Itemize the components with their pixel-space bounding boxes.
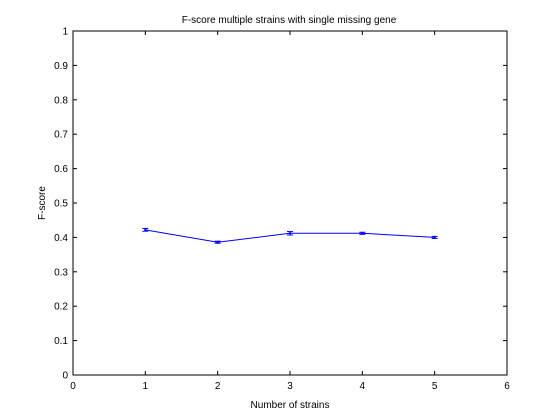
y-tick-label: 0 bbox=[62, 371, 68, 382]
data-point bbox=[144, 228, 147, 232]
x-tick-label: 5 bbox=[432, 381, 438, 392]
error-bar bbox=[214, 240, 221, 244]
y-tick-label: 0.1 bbox=[54, 336, 68, 347]
y-tick-label: 0.2 bbox=[54, 302, 68, 313]
x-tick-label: 3 bbox=[287, 381, 293, 392]
y-axis-label: F-score bbox=[37, 186, 48, 220]
x-tick-label: 0 bbox=[70, 381, 76, 392]
y-tick-label: 0.8 bbox=[54, 95, 68, 106]
error-bar bbox=[287, 231, 293, 236]
data-point bbox=[433, 236, 436, 239]
error-bar bbox=[431, 235, 438, 239]
y-tick-label: 0.9 bbox=[54, 61, 68, 72]
error-bar bbox=[359, 231, 366, 235]
y-tick-label: 1 bbox=[62, 27, 68, 38]
y-tick-label: 0.3 bbox=[54, 267, 68, 278]
error-bar bbox=[142, 227, 149, 232]
data-point bbox=[361, 232, 364, 235]
x-tick-label: 6 bbox=[504, 381, 510, 392]
data-point bbox=[216, 241, 219, 244]
series-layer bbox=[142, 227, 438, 244]
x-tick-label: 2 bbox=[215, 381, 221, 392]
data-point bbox=[288, 232, 292, 235]
x-axis: 0 1 2 3 4 5 6 bbox=[70, 31, 510, 392]
chart-title: F-score multiple strains with single mis… bbox=[182, 15, 397, 26]
y-tick-label: 0.7 bbox=[54, 130, 68, 141]
y-tick-label: 0.5 bbox=[54, 199, 68, 210]
y-tick-label: 0.4 bbox=[54, 233, 68, 244]
x-tick-label: 1 bbox=[143, 381, 149, 392]
y-tick-label: 0.6 bbox=[54, 164, 68, 175]
x-axis-label: Number of strains bbox=[251, 400, 330, 411]
x-tick-label: 4 bbox=[360, 381, 366, 392]
plot-area-frame bbox=[72, 30, 508, 376]
y-axis: 0 0.1 0.2 0.3 0.4 0.5 0.6 0.7 0.8 0.9 1 bbox=[54, 27, 507, 382]
